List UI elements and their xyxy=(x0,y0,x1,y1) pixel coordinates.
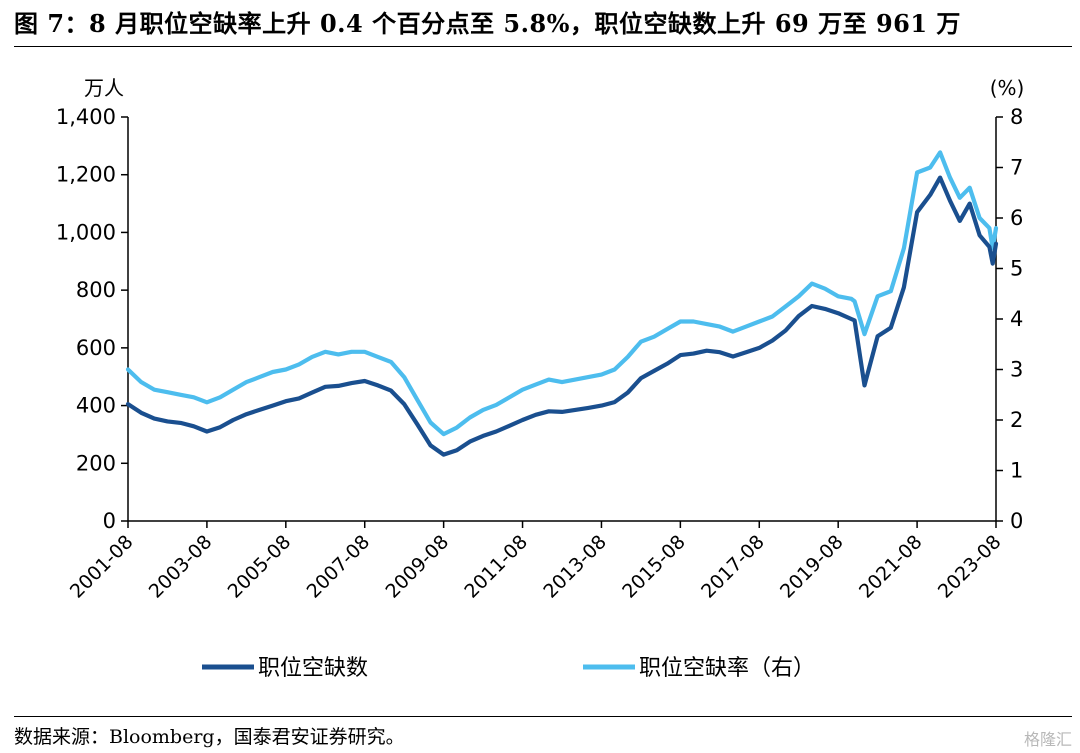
left-tick-label: 800 xyxy=(76,278,116,302)
x-tick-label: 2021-08 xyxy=(855,531,927,603)
x-tick-label: 2023-08 xyxy=(934,531,1006,603)
left-tick-label: 1,000 xyxy=(56,220,116,244)
left-tick-label: 0 xyxy=(103,509,116,533)
legend-label-openings: 职位空缺数 xyxy=(258,656,368,681)
left-y-axis-unit: 万人 xyxy=(84,76,124,100)
left-tick-label: 1,400 xyxy=(56,105,116,129)
right-tick-label: 3 xyxy=(1010,358,1023,382)
right-tick-label: 7 xyxy=(1010,156,1023,180)
series-line-rate xyxy=(125,150,999,437)
chart-title: 图 7：8 月职位空缺率上升 0.4 个百分点至 5.8%，职位空缺数上升 69… xyxy=(14,9,961,38)
series-line-openings xyxy=(125,175,999,457)
series-layer xyxy=(125,150,999,457)
x-tick-label: 2007-08 xyxy=(303,531,375,603)
right-y-axis-unit: (%) xyxy=(990,76,1025,100)
left-tick-label: 400 xyxy=(76,394,116,418)
right-tick-label: 4 xyxy=(1010,307,1023,331)
title-underline xyxy=(14,46,1072,47)
right-tick-label: 2 xyxy=(1010,408,1023,432)
source-divider xyxy=(14,716,1072,717)
chart-axes xyxy=(127,117,997,522)
right-tick-label: 6 xyxy=(1010,206,1023,230)
left-y-axis: 0 200 400 600 800 1,000 1,200 1,400 xyxy=(56,105,128,533)
right-tick-label: 8 xyxy=(1010,105,1023,129)
x-tick-label: 2017-08 xyxy=(697,531,769,603)
left-tick-label: 600 xyxy=(76,336,116,360)
x-tick-label: 2011-08 xyxy=(460,531,532,603)
x-tick-label: 2005-08 xyxy=(224,531,296,603)
left-tick-label: 200 xyxy=(76,451,116,475)
x-tick-label: 2001-08 xyxy=(66,531,138,603)
x-tick-label: 2009-08 xyxy=(381,531,453,603)
chart-legend: 职位空缺数 职位空缺率（右） xyxy=(202,656,815,681)
right-tick-label: 1 xyxy=(1010,459,1023,483)
right-y-axis: 0 1 2 3 4 5 6 7 8 xyxy=(996,105,1023,533)
watermark-logo: 格隆汇 xyxy=(1023,730,1072,749)
x-tick-label: 2003-08 xyxy=(145,531,217,603)
source-note: 数据来源：Bloomberg，国泰君安证券研究。 xyxy=(14,726,405,748)
x-tick-label: 2019-08 xyxy=(776,531,848,603)
right-tick-label: 5 xyxy=(1010,257,1023,281)
left-tick-label: 1,200 xyxy=(56,163,116,187)
right-tick-label: 0 xyxy=(1010,509,1023,533)
x-tick-label: 2013-08 xyxy=(539,531,611,603)
legend-label-rate: 职位空缺率（右） xyxy=(639,656,815,681)
x-tick-label: 2015-08 xyxy=(618,531,690,603)
job-openings-chart: 0 200 400 600 800 1,000 1,200 1,400 0 1 2 3 4 5 6 7 8 2… xyxy=(56,76,1025,681)
x-axis: 2001-08 2003-08 2005-08 2007-08 2009-08 2011-… xyxy=(66,521,1006,603)
